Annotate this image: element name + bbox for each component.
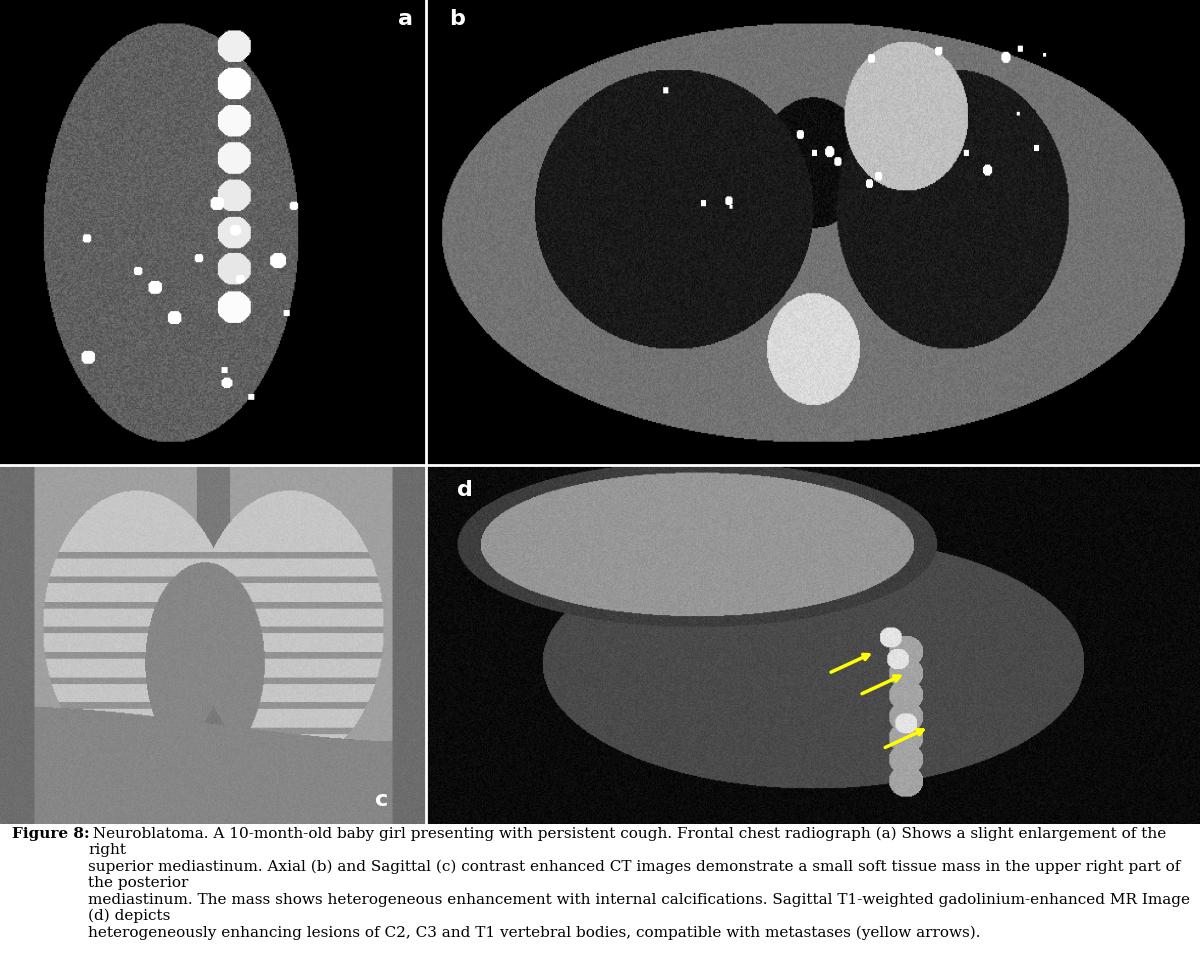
Text: d: d — [457, 480, 473, 500]
Text: c: c — [374, 790, 388, 809]
Text: b: b — [449, 10, 466, 29]
Text: Figure 8:: Figure 8: — [12, 827, 90, 840]
Text: Neuroblatoma. A 10-month-old baby girl presenting with persistent cough. Frontal: Neuroblatoma. A 10-month-old baby girl p… — [89, 827, 1190, 940]
Text: a: a — [398, 10, 413, 29]
